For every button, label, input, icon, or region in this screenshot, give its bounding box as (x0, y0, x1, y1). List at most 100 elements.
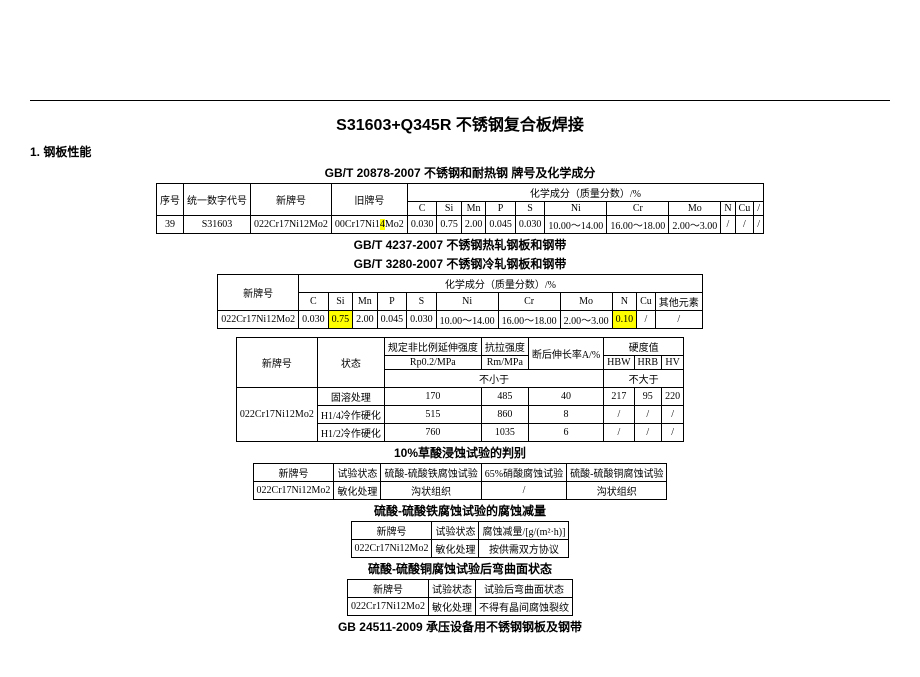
t1-r1-Ni: 10.00～14.00 (545, 216, 607, 234)
section-heading-1: 1. 钢板性能 (30, 143, 890, 160)
t2-r1-C: 0.030 (299, 311, 329, 329)
table-row: 022Cr17Ni12Mo2 0.030 0.75 2.00 0.045 0.0… (218, 311, 703, 329)
t3-r1-a: 40 (528, 388, 603, 406)
t1-h-n: N (721, 202, 735, 216)
t3-h-state: 状态 (317, 338, 384, 388)
table7-title: GB 24511-2009 承压设备用不锈钢钢板及钢带 (30, 618, 890, 635)
t5-r-new: 022Cr17Ni12Mo2 (351, 540, 432, 558)
t3-h-rm: 抗拉强度 (481, 338, 528, 356)
t3-h-nlt: 不小于 (384, 370, 603, 388)
table6-bend: 新牌号 试验状态 试验后弯曲面状态 022Cr17Ni12Mo2 敏化处理 不得… (347, 579, 573, 616)
t2-h-n: N (612, 293, 637, 311)
t2-h-ni: Ni (436, 293, 498, 311)
t3-r1-rp: 170 (384, 388, 481, 406)
t3-r1-hrb: 95 (634, 388, 662, 406)
t5-r-state: 敏化处理 (432, 540, 479, 558)
t2-r1-Ni: 10.00～14.00 (436, 311, 498, 329)
table4-oxalic: 新牌号 试验状态 硫酸-硫酸铁腐蚀试验 65%硝酸腐蚀试验 硫酸-硫酸铜腐蚀试验… (253, 463, 668, 500)
t3-r2-hbw: / (604, 406, 634, 424)
t1-r1-Mo: 2.00～3.00 (669, 216, 721, 234)
t3-r1-rm: 485 (481, 388, 528, 406)
t1-r1-Cr: 16.00～18.00 (607, 216, 669, 234)
t1-r1-seq: 39 (157, 216, 184, 234)
t2-h-new: 新牌号 (218, 275, 299, 311)
t3-r3-hbw: / (604, 424, 634, 442)
t3-h-hard: 硬度值 (604, 338, 684, 356)
t3-h-rm2: Rm/MPa (481, 356, 528, 370)
t2-r1-Mn: 2.00 (353, 311, 378, 329)
t3-r3-a: 6 (528, 424, 603, 442)
t1-h-old: 旧牌号 (331, 184, 407, 216)
t3-h-new: 新牌号 (236, 338, 317, 388)
t1-h-si: Si (437, 202, 462, 216)
t1-r1-old: 00Cr17Ni14Mo2 (331, 216, 407, 234)
t3-h-hrb: HRB (634, 356, 662, 370)
t2-r1-N: 0.10 (612, 311, 637, 329)
t1-h-p: P (486, 202, 516, 216)
t3-h-hv: HV (662, 356, 684, 370)
t4-r-new: 022Cr17Ni12Mo2 (253, 482, 334, 500)
t1-h-code: 统一数字代号 (184, 184, 251, 216)
t2-h-p: P (377, 293, 407, 311)
t6-r-bend: 不得有晶间腐蚀裂纹 (475, 598, 572, 616)
t6-h-bend: 试验后弯曲面状态 (475, 580, 572, 598)
table3-mechanical: 新牌号 状态 规定非比例延伸强度 抗拉强度 断后伸长率A/% 硬度值 Rp0.2… (236, 337, 684, 442)
t2-h-s: S (407, 293, 437, 311)
t3-h-hbw: HBW (604, 356, 634, 370)
table1-chemical-composition: 序号 统一数字代号 新牌号 旧牌号 化学成分（质量分数）/% C Si Mn P… (156, 183, 764, 234)
t3-s3: H1/2冷作硬化 (317, 424, 384, 442)
t3-r1-hbw: 217 (604, 388, 634, 406)
t3-h-a: 断后伸长率A/% (528, 338, 603, 370)
t1-r1-C: 0.030 (407, 216, 437, 234)
t3-r3-hrb: / (634, 424, 662, 442)
t4-h-c2: 65%硝酸腐蚀试验 (481, 464, 566, 482)
t3-s1: 固溶处理 (317, 388, 384, 406)
t3-r3-rp: 760 (384, 424, 481, 442)
t1-r1-S: 0.030 (515, 216, 545, 234)
t1-r1-code: S31603 (184, 216, 251, 234)
t1-h-chem: 化学成分（质量分数）/% (407, 184, 763, 202)
horizontal-rule (30, 100, 890, 101)
t3-h-rp2: Rp0.2/MPa (384, 356, 481, 370)
t2-r1-P: 0.045 (377, 311, 407, 329)
t1-r1-new: 022Cr17Ni12Mo2 (251, 216, 332, 234)
table5-corrosion-loss: 新牌号 试验状态 腐蚀减量/[g/(m²·h)] 022Cr17Ni12Mo2 … (351, 521, 570, 558)
t1-r1-N: / (721, 216, 735, 234)
t1-r1-slash: / (754, 216, 764, 234)
table-row: 39 S31603 022Cr17Ni12Mo2 00Cr17Ni14Mo2 0… (157, 216, 764, 234)
document-title: S31603+Q345R 不锈钢复合板焊接 (30, 111, 890, 135)
table1-title: GB/T 20878-2007 不锈钢和耐热钢 牌号及化学成分 (30, 164, 890, 181)
t3-r3-rm: 1035 (481, 424, 528, 442)
t2-r1-Cu: / (637, 311, 656, 329)
t1-h-ni: Ni (545, 202, 607, 216)
t1-h-mn: Mn (461, 202, 486, 216)
t4-r-c2: / (481, 482, 566, 500)
t5-h-new: 新牌号 (351, 522, 432, 540)
t3-r2-rp: 515 (384, 406, 481, 424)
table2-title1: GB/T 4237-2007 不锈钢热轧钢板和钢带 (30, 236, 890, 253)
t2-h-mo: Mo (560, 293, 612, 311)
t2-h-si: Si (328, 293, 353, 311)
table4-title: 10%草酸浸蚀试验的判别 (30, 444, 890, 461)
t5-h-state: 试验状态 (432, 522, 479, 540)
t1-h-new: 新牌号 (251, 184, 332, 216)
t4-r-state: 敏化处理 (334, 482, 381, 500)
t2-h-other: 其他元素 (655, 293, 702, 311)
t3-s2: H1/4冷作硬化 (317, 406, 384, 424)
t3-h-rp: 规定非比例延伸强度 (384, 338, 481, 356)
t2-r1-other: / (655, 311, 702, 329)
t3-r1-hv: 220 (662, 388, 684, 406)
t3-r2-hrb: / (634, 406, 662, 424)
t6-r-state: 敏化处理 (428, 598, 475, 616)
t2-h-cr: Cr (498, 293, 560, 311)
t3-r2-rm: 860 (481, 406, 528, 424)
t3-r2-a: 8 (528, 406, 603, 424)
table6-title: 硫酸-硫酸铜腐蚀试验后弯曲面状态 (30, 560, 890, 577)
table-row: 022Cr17Ni12Mo2 敏化处理 按供需双方协议 (351, 540, 569, 558)
t4-h-c3: 硫酸-硫酸铜腐蚀试验 (567, 464, 667, 482)
t4-h-new: 新牌号 (253, 464, 334, 482)
t2-r1-Cr: 16.00～18.00 (498, 311, 560, 329)
t6-r-new: 022Cr17Ni12Mo2 (348, 598, 429, 616)
t4-h-state: 试验状态 (334, 464, 381, 482)
t1-r1-Si: 0.75 (437, 216, 462, 234)
